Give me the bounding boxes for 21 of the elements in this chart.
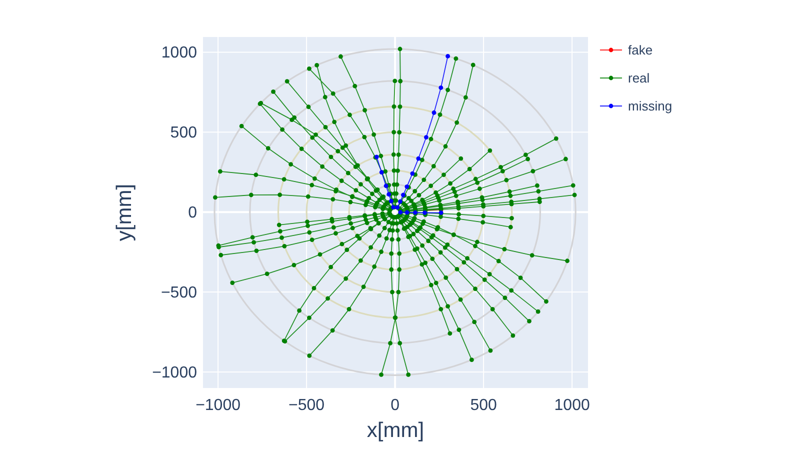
point <box>438 85 444 90</box>
point <box>416 156 421 161</box>
y-tick-label: −500 <box>160 284 198 302</box>
x-tick-label: 0 <box>390 397 400 414</box>
x-tick-label: 1000 <box>554 397 590 414</box>
x-tick-label: −500 <box>288 397 325 414</box>
x-tick-label: 500 <box>470 397 498 414</box>
point <box>410 171 415 176</box>
x-tick-label: −1000 <box>196 397 241 414</box>
y-tick-label: 0 <box>188 204 198 222</box>
legend-label: missing <box>628 98 672 114</box>
legend-label: real <box>628 70 650 86</box>
y-tick-label: −1000 <box>152 364 198 382</box>
legend-label: fake <box>628 42 653 58</box>
point <box>432 110 436 115</box>
point <box>424 135 428 140</box>
y-tick-label: 500 <box>170 124 198 142</box>
point <box>446 54 450 58</box>
x-axis-title: x[mm] <box>366 419 424 442</box>
y-tick-label: 1000 <box>161 44 198 62</box>
y-axis-title: y[mm] <box>113 184 136 242</box>
